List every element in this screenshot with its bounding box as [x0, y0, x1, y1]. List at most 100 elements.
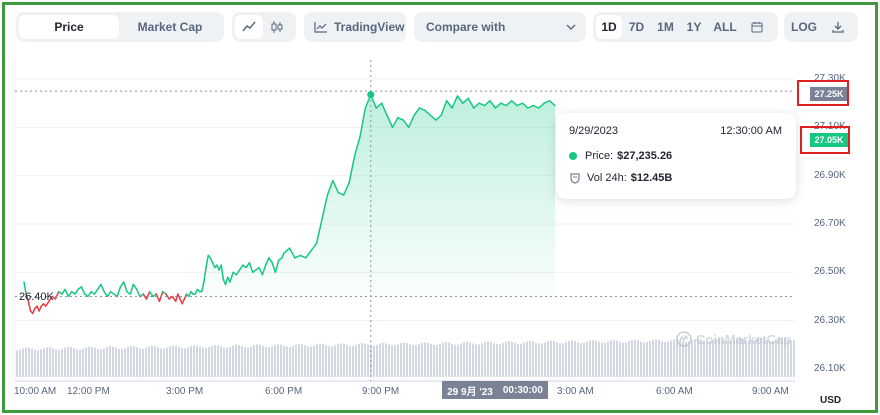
volume-bar [190, 346, 192, 377]
volume-bar [505, 341, 507, 377]
price-line-segment [299, 254, 307, 259]
price-line-segment [194, 288, 199, 295]
tradingview-button[interactable]: TradingView [304, 12, 406, 42]
volume-bar [349, 346, 351, 377]
volume-bar [670, 340, 672, 377]
price-line-segment [537, 102, 545, 109]
price-line-segment [332, 179, 340, 194]
volume-bar [34, 349, 36, 377]
tooltip-volume-label: Vol 24h: [587, 172, 627, 184]
volume-bar [730, 341, 732, 377]
volume-bar [631, 340, 633, 377]
price-line-segment [283, 247, 291, 254]
price-line-segment [122, 281, 128, 293]
volume-bar [361, 343, 363, 377]
log-toggle[interactable]: LOG [791, 20, 817, 34]
volume-bar [346, 344, 348, 377]
volume-bar [25, 347, 27, 377]
volume-shield-icon [570, 173, 580, 184]
price-line-segment [494, 102, 502, 109]
tooltip-date: 9/29/2023 [569, 125, 618, 137]
volume-bar [19, 349, 21, 377]
price-line-segment [132, 283, 138, 290]
price-line-segment [229, 271, 234, 283]
price-line-segment [548, 100, 556, 107]
volume-bar [736, 338, 738, 377]
volume-bar [172, 345, 174, 377]
volume-bar [394, 345, 396, 377]
price-line-segment [224, 276, 229, 286]
volume-bar [679, 339, 681, 377]
price-line-segment [274, 259, 280, 274]
volume-bar [640, 341, 642, 377]
volume-bar [73, 348, 75, 377]
volume-bar [541, 343, 543, 377]
volume-bar [685, 341, 687, 377]
tab-price[interactable]: Price [19, 15, 119, 39]
volume-bar [64, 347, 66, 377]
price-line-segment [209, 257, 214, 264]
price-line-segment [321, 194, 329, 220]
range-1y[interactable]: 1Y [686, 20, 702, 34]
volume-bar [706, 341, 708, 377]
range-all[interactable]: ALL [713, 20, 737, 34]
price-line-segment [337, 191, 345, 196]
price-line-segment [61, 288, 66, 295]
volume-bar [610, 340, 612, 377]
price-line-segment [238, 264, 244, 271]
current-price-highlight [800, 126, 850, 154]
compare-with-select[interactable]: Compare with [414, 12, 586, 42]
price-line-segment [187, 290, 192, 298]
range-7d[interactable]: 7D [628, 20, 645, 34]
volume-bar [178, 346, 180, 377]
volume-bar [316, 344, 318, 377]
volume-bar [688, 341, 690, 377]
volume-bar [109, 346, 111, 377]
price-line-segment [203, 266, 207, 283]
volume-bar [283, 345, 285, 377]
range-1m[interactable]: 1M [657, 20, 674, 34]
volume-bar [70, 347, 72, 377]
price-line-segment [402, 119, 410, 129]
volume-bar [451, 343, 453, 377]
volume-bar [67, 346, 69, 377]
volume-bar [457, 344, 459, 377]
price-line-segment [456, 95, 464, 104]
price-line-segment [467, 97, 475, 109]
tooltip-time: 12:30:00 AM [720, 125, 782, 137]
volume-bar [559, 343, 561, 377]
volume-bar [673, 339, 675, 377]
download-icon[interactable] [821, 15, 855, 39]
volume-bar [160, 348, 162, 377]
volume-bar [733, 339, 735, 377]
line-chart-icon[interactable] [235, 15, 263, 39]
volume-bar [661, 341, 663, 377]
volume-bar [421, 342, 423, 377]
volume-bar [700, 339, 702, 377]
volume-bar [787, 339, 789, 377]
candlestick-icon[interactable] [263, 15, 291, 39]
volume-bar [460, 343, 462, 377]
price-line-segment [235, 269, 241, 276]
volume-bar [562, 343, 564, 377]
price-line-segment [483, 100, 491, 107]
price-line-segment [375, 102, 383, 109]
volume-bar [781, 337, 783, 377]
volume-bar [115, 347, 117, 377]
volume-bar [637, 340, 639, 377]
price-line-segment [148, 290, 154, 298]
volume-bar [382, 342, 384, 377]
volume-bar [595, 340, 597, 377]
volume-bar [181, 348, 183, 377]
range-1d[interactable]: 1D [596, 15, 622, 39]
volume-bar [544, 342, 546, 377]
tab-market-cap[interactable]: Market Cap [137, 20, 203, 34]
calendar-icon[interactable] [742, 15, 772, 39]
volume-bar [154, 346, 156, 377]
volume-bar [400, 343, 402, 377]
volume-bar [262, 345, 264, 377]
volume-bar [49, 347, 51, 377]
volume-bar [358, 343, 360, 377]
volume-bar [793, 340, 795, 377]
